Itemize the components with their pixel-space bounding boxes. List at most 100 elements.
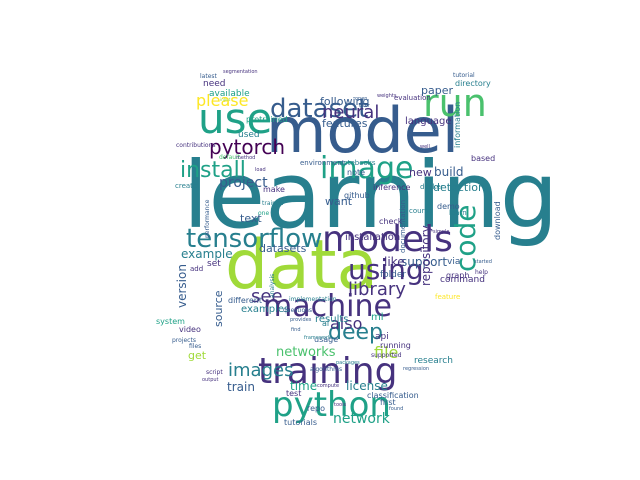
word-folder: folder	[380, 270, 407, 280]
word-github: github	[344, 191, 370, 200]
word-evaluation: evaluation	[394, 94, 431, 102]
word-example: example	[181, 247, 233, 261]
word-training: training	[258, 351, 398, 392]
word-files: files	[189, 343, 202, 350]
word-network: network	[333, 411, 390, 427]
word-installation: installation	[345, 232, 401, 243]
word-well: well	[420, 144, 430, 150]
word-tools: tools	[334, 402, 347, 408]
word-version: version	[175, 264, 189, 308]
word-projects: projects	[172, 337, 196, 344]
word-paper: paper	[421, 84, 453, 97]
word-open: open	[355, 96, 368, 102]
word-supported: supported	[371, 352, 402, 359]
word-machine: machine	[263, 289, 392, 324]
word-want: want	[325, 195, 353, 208]
word-simple: simple	[433, 229, 450, 235]
word-docker: docker	[420, 183, 444, 191]
word-get: get	[188, 349, 207, 362]
word-test: test	[286, 389, 302, 398]
word-ml: ml	[371, 312, 384, 323]
word-user: user	[359, 103, 370, 109]
word-available: available	[209, 89, 250, 99]
word-used: used	[238, 130, 260, 140]
word-tensorflow: tensorflow	[186, 224, 323, 254]
word-started: started	[474, 259, 492, 265]
word-examples: examples	[241, 304, 290, 315]
word-learn: learn	[449, 209, 467, 217]
word-set: set	[207, 259, 221, 269]
word-demo: demo	[437, 202, 460, 211]
word-ai: ai	[322, 319, 330, 328]
word-language: language	[405, 116, 452, 127]
word-repo: repo	[307, 404, 326, 413]
word-different: different	[228, 296, 262, 305]
word-check: check	[379, 217, 403, 226]
word-need: need	[203, 79, 226, 89]
word-notebooks: notebooks	[339, 159, 376, 167]
word-analysis: analysis	[269, 273, 276, 298]
word-download: download	[493, 201, 502, 240]
word-results: results	[315, 314, 349, 325]
word-add: add	[190, 265, 204, 273]
word-information: information	[453, 101, 462, 148]
word-feature: feature	[435, 293, 461, 301]
word-dataset: dataset	[270, 94, 369, 124]
word-implementation: implementation	[289, 296, 337, 303]
word-networks: networks	[276, 345, 336, 360]
word-license: license	[346, 379, 388, 393]
word-image: image	[320, 151, 414, 186]
word-found: found	[389, 406, 404, 412]
word-script: script	[206, 369, 223, 376]
word-packages: packages	[336, 360, 360, 366]
word-via: via	[447, 257, 461, 267]
word-library: library	[348, 279, 406, 300]
word-project: project	[219, 175, 268, 191]
word-output: output	[202, 377, 219, 383]
word-directory: directory	[455, 79, 491, 88]
word-input: input	[220, 97, 231, 102]
word-learning: learning	[183, 142, 559, 249]
word-models: models	[322, 219, 453, 260]
word-use: use	[198, 94, 273, 143]
word-install: install	[180, 158, 246, 183]
word-api: api	[375, 332, 389, 342]
word-pretrained: pretrained	[246, 115, 288, 124]
word-datasets: datasets	[259, 242, 307, 255]
word-one: one	[258, 210, 270, 217]
word-like: like	[384, 255, 405, 269]
word-first: first	[380, 398, 396, 407]
word-method: method	[236, 155, 256, 161]
word-make: make	[263, 185, 285, 194]
word-please: please	[196, 91, 249, 110]
word-source: source	[212, 290, 225, 327]
word-course: course	[409, 207, 433, 215]
word-following: following	[320, 95, 370, 108]
word-file: file	[374, 343, 399, 362]
word-support: support	[401, 255, 448, 269]
word-video: video	[179, 325, 201, 334]
word-segmentation: segmentation	[223, 69, 258, 75]
word-see: see	[251, 286, 283, 307]
word-questions: questions	[283, 307, 313, 314]
word-features: features	[322, 117, 368, 130]
word-tutorials: tutorials	[284, 418, 318, 427]
word-running: running	[380, 341, 411, 350]
word-note: note	[347, 168, 366, 177]
word-find: find	[291, 327, 301, 333]
word-regression: regression	[403, 366, 430, 372]
word-performance: performance	[204, 199, 211, 238]
word-trained: trained	[262, 200, 284, 207]
word-framework: framework	[304, 335, 331, 341]
word-detection: detection	[433, 181, 485, 194]
word-deep: deep	[328, 320, 383, 345]
word-load: load	[255, 167, 266, 173]
word-python: python	[272, 385, 391, 425]
word-classification: classification	[367, 391, 419, 400]
word-pytorch: pytorch	[209, 135, 286, 159]
word-weights: weights	[377, 93, 397, 99]
word-graph: graph	[446, 271, 470, 280]
word-create: create	[175, 182, 198, 190]
word-new: new	[409, 166, 432, 179]
